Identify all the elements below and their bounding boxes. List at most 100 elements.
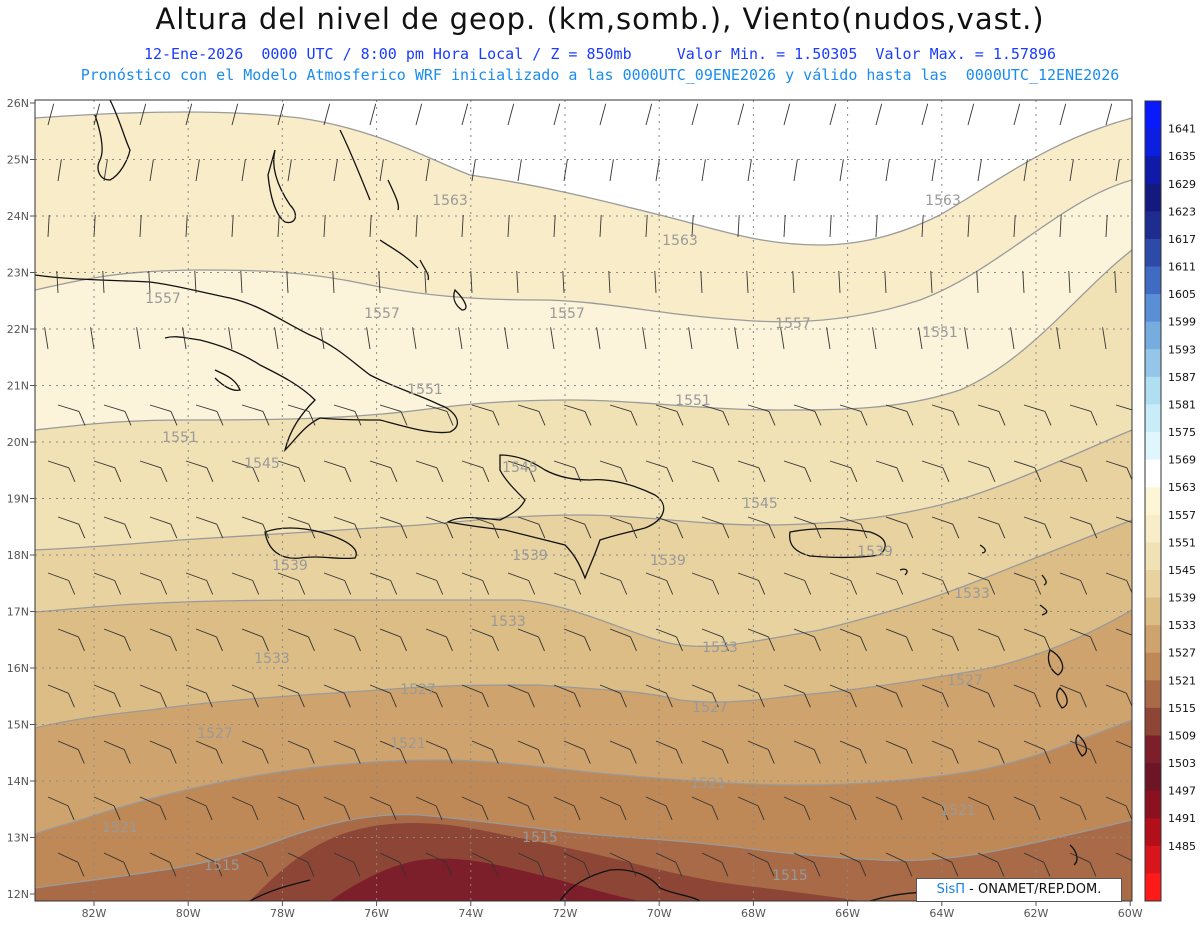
wind-barb xyxy=(875,214,878,238)
wind-barb-feather xyxy=(298,467,306,482)
wind-barb-feather xyxy=(859,862,867,877)
wind-barb-feather xyxy=(1089,749,1097,764)
lat-label: 12N xyxy=(7,888,29,901)
colorbar-swatch xyxy=(1145,376,1161,405)
wind-barb xyxy=(839,404,862,412)
wind-barb-feather xyxy=(344,467,352,482)
wind-barb-feather xyxy=(251,693,259,708)
wind-barb xyxy=(195,628,217,638)
wind-barb xyxy=(967,214,970,238)
lat-label: 16N xyxy=(7,662,29,675)
wind-barb xyxy=(977,628,999,638)
colorbar-label: 1617 xyxy=(1168,233,1196,246)
wind-barb xyxy=(136,327,141,350)
wind-barb-feather xyxy=(77,749,85,764)
wind-barb xyxy=(323,460,346,469)
wind-barb xyxy=(1013,796,1035,807)
wind-barb xyxy=(149,740,171,751)
wind-barb xyxy=(563,404,586,412)
wind-barb xyxy=(1105,684,1127,694)
wind-barb xyxy=(471,159,476,182)
contour-label: 1563 xyxy=(662,233,698,249)
contour-label: 1551 xyxy=(675,393,711,409)
colorbar-label: 1503 xyxy=(1168,757,1196,770)
wind-barb-feather xyxy=(390,580,398,595)
wind-barb xyxy=(977,404,1000,412)
wind-barb xyxy=(931,159,936,182)
wind-barb xyxy=(1059,460,1082,469)
wind-barb xyxy=(424,270,427,294)
wind-barb-feather xyxy=(262,524,270,539)
wind-barb-feather xyxy=(906,411,914,426)
wind-barb xyxy=(277,103,285,126)
colorbar-label: 1485 xyxy=(1168,840,1196,853)
colorbar-swatch xyxy=(1145,487,1161,516)
wind-barb-feather xyxy=(665,805,673,821)
wind-barb xyxy=(1056,327,1061,350)
wind-barb-feather xyxy=(951,749,959,764)
wind-barb xyxy=(1068,270,1071,294)
contour-label: 1533 xyxy=(490,614,526,630)
wind-barb xyxy=(793,404,816,412)
wind-barb-feather xyxy=(620,580,628,595)
wind-barb xyxy=(793,159,798,182)
colorbar-swatch xyxy=(1145,183,1161,212)
wind-barb xyxy=(425,516,447,525)
wind-barb-feather xyxy=(491,862,499,877)
wind-barb xyxy=(875,460,898,469)
wind-barb xyxy=(609,516,631,525)
wind-barb xyxy=(829,460,852,469)
wind-barb xyxy=(323,684,345,694)
wind-barb xyxy=(103,404,126,412)
wind-barb xyxy=(563,159,568,182)
wind-barb-feather xyxy=(1079,693,1087,708)
wind-barb-feather xyxy=(711,805,719,821)
wind-barb xyxy=(90,327,95,350)
wind-barb xyxy=(93,103,101,126)
wind-barb xyxy=(599,684,621,694)
wind-barb-feather xyxy=(344,580,352,595)
wind-barb-feather xyxy=(492,636,499,652)
wind-barb xyxy=(507,572,529,581)
wind-barb xyxy=(425,628,447,638)
wind-barb xyxy=(553,796,575,807)
wind-barb xyxy=(839,159,844,182)
wind-barb xyxy=(599,214,602,238)
wind-barb xyxy=(967,103,975,126)
wind-barb xyxy=(461,103,469,126)
wind-barb-feather xyxy=(722,636,729,652)
contour-label: 1521 xyxy=(390,736,426,752)
wind-barb-feather xyxy=(252,580,260,595)
wind-barb-feather xyxy=(68,467,76,482)
wind-barb xyxy=(609,852,631,863)
wind-barb-feather xyxy=(998,636,1005,652)
lat-label: 14N xyxy=(7,775,29,788)
wind-barb xyxy=(967,460,990,469)
wind-barb xyxy=(747,516,769,525)
wind-barb-feather xyxy=(482,467,490,482)
wind-barb-feather xyxy=(712,580,720,595)
wind-barb xyxy=(57,516,79,525)
wind-barb-feather xyxy=(77,862,85,877)
colorbar-swatch xyxy=(1145,459,1161,488)
wind-barb-feather xyxy=(492,411,500,426)
contour-label: 1557 xyxy=(775,316,811,332)
wind-barb xyxy=(182,327,187,350)
wind-barb xyxy=(287,159,292,182)
contour-label: 1521 xyxy=(940,803,976,819)
wind-barb xyxy=(1023,628,1045,638)
wind-barb xyxy=(839,740,861,751)
wind-barb xyxy=(875,103,883,126)
lon-label: 68W xyxy=(741,907,766,920)
colorbar-swatch xyxy=(1145,514,1161,543)
credit-brand: SisΠ xyxy=(936,882,966,897)
wind-barb xyxy=(1023,404,1046,412)
wind-barb xyxy=(47,103,55,126)
wind-barb xyxy=(921,684,943,694)
wind-barb-feather xyxy=(584,411,592,426)
wind-barb xyxy=(875,572,897,581)
colorbar-swatch xyxy=(1145,597,1161,626)
wind-barb xyxy=(379,159,384,182)
wind-barb-feather xyxy=(170,636,177,652)
wind-barb xyxy=(691,684,713,694)
